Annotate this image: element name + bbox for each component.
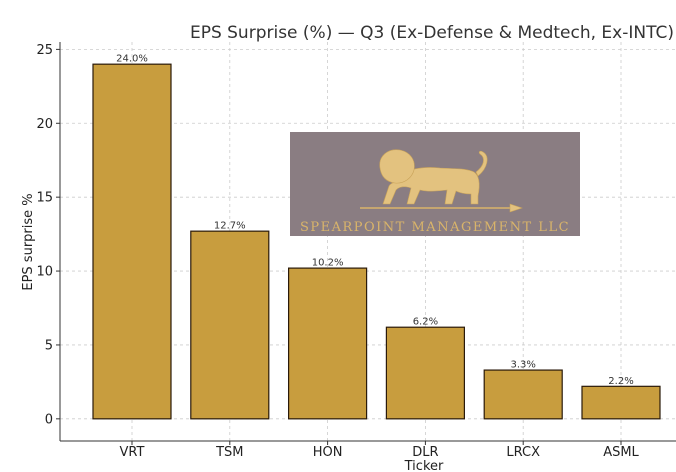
bar-vrt [92, 63, 172, 420]
watermark-logo: SPEARPOINT MANAGEMENT LLC [290, 132, 580, 236]
y-axis-ticks: 0 5 10 15 20 25 [36, 43, 60, 427]
chart-title: EPS Surprise (%) — Q3 (Ex-Defense & Medt… [190, 23, 674, 43]
x-tick-label: HON [313, 445, 343, 460]
x-axis-ticks: VRT TSM HON DLR LRCX ASML [120, 441, 640, 460]
y-tick-label: 20 [36, 117, 53, 132]
x-axis-label: Ticker [404, 459, 444, 472]
y-tick-label: 10 [36, 265, 53, 280]
x-tick-label: LRCX [506, 445, 540, 460]
watermark-text: SPEARPOINT MANAGEMENT LLC [300, 220, 570, 235]
bar-hon [288, 267, 368, 420]
x-tick-label: ASML [603, 445, 639, 460]
data-label-hon: 10.2% [312, 258, 344, 269]
y-tick-label: 5 [45, 338, 53, 353]
bar-asml [581, 385, 661, 420]
bars [92, 63, 661, 420]
bar-tsm [190, 230, 270, 420]
data-label-dlr: 6.2% [413, 317, 438, 328]
y-tick-label: 25 [36, 43, 53, 58]
data-labels: 24.0% 12.7% 10.2% 6.2% 3.3% 2.2% [116, 54, 634, 387]
data-label-asml: 2.2% [608, 376, 633, 387]
y-tick-label: 15 [36, 191, 53, 206]
y-axis-label: EPS surprise % [21, 193, 36, 290]
data-label-vrt: 24.0% [116, 54, 148, 65]
bar-dlr [385, 326, 465, 420]
bar-lrcx [483, 369, 563, 420]
lion-icon [360, 149, 523, 213]
y-tick-label: 0 [45, 412, 53, 427]
x-tick-label: DLR [412, 445, 438, 460]
x-tick-label: VRT [120, 445, 145, 460]
data-label-tsm: 12.7% [214, 221, 246, 232]
x-tick-label: TSM [215, 445, 243, 460]
data-label-lrcx: 3.3% [510, 360, 535, 371]
